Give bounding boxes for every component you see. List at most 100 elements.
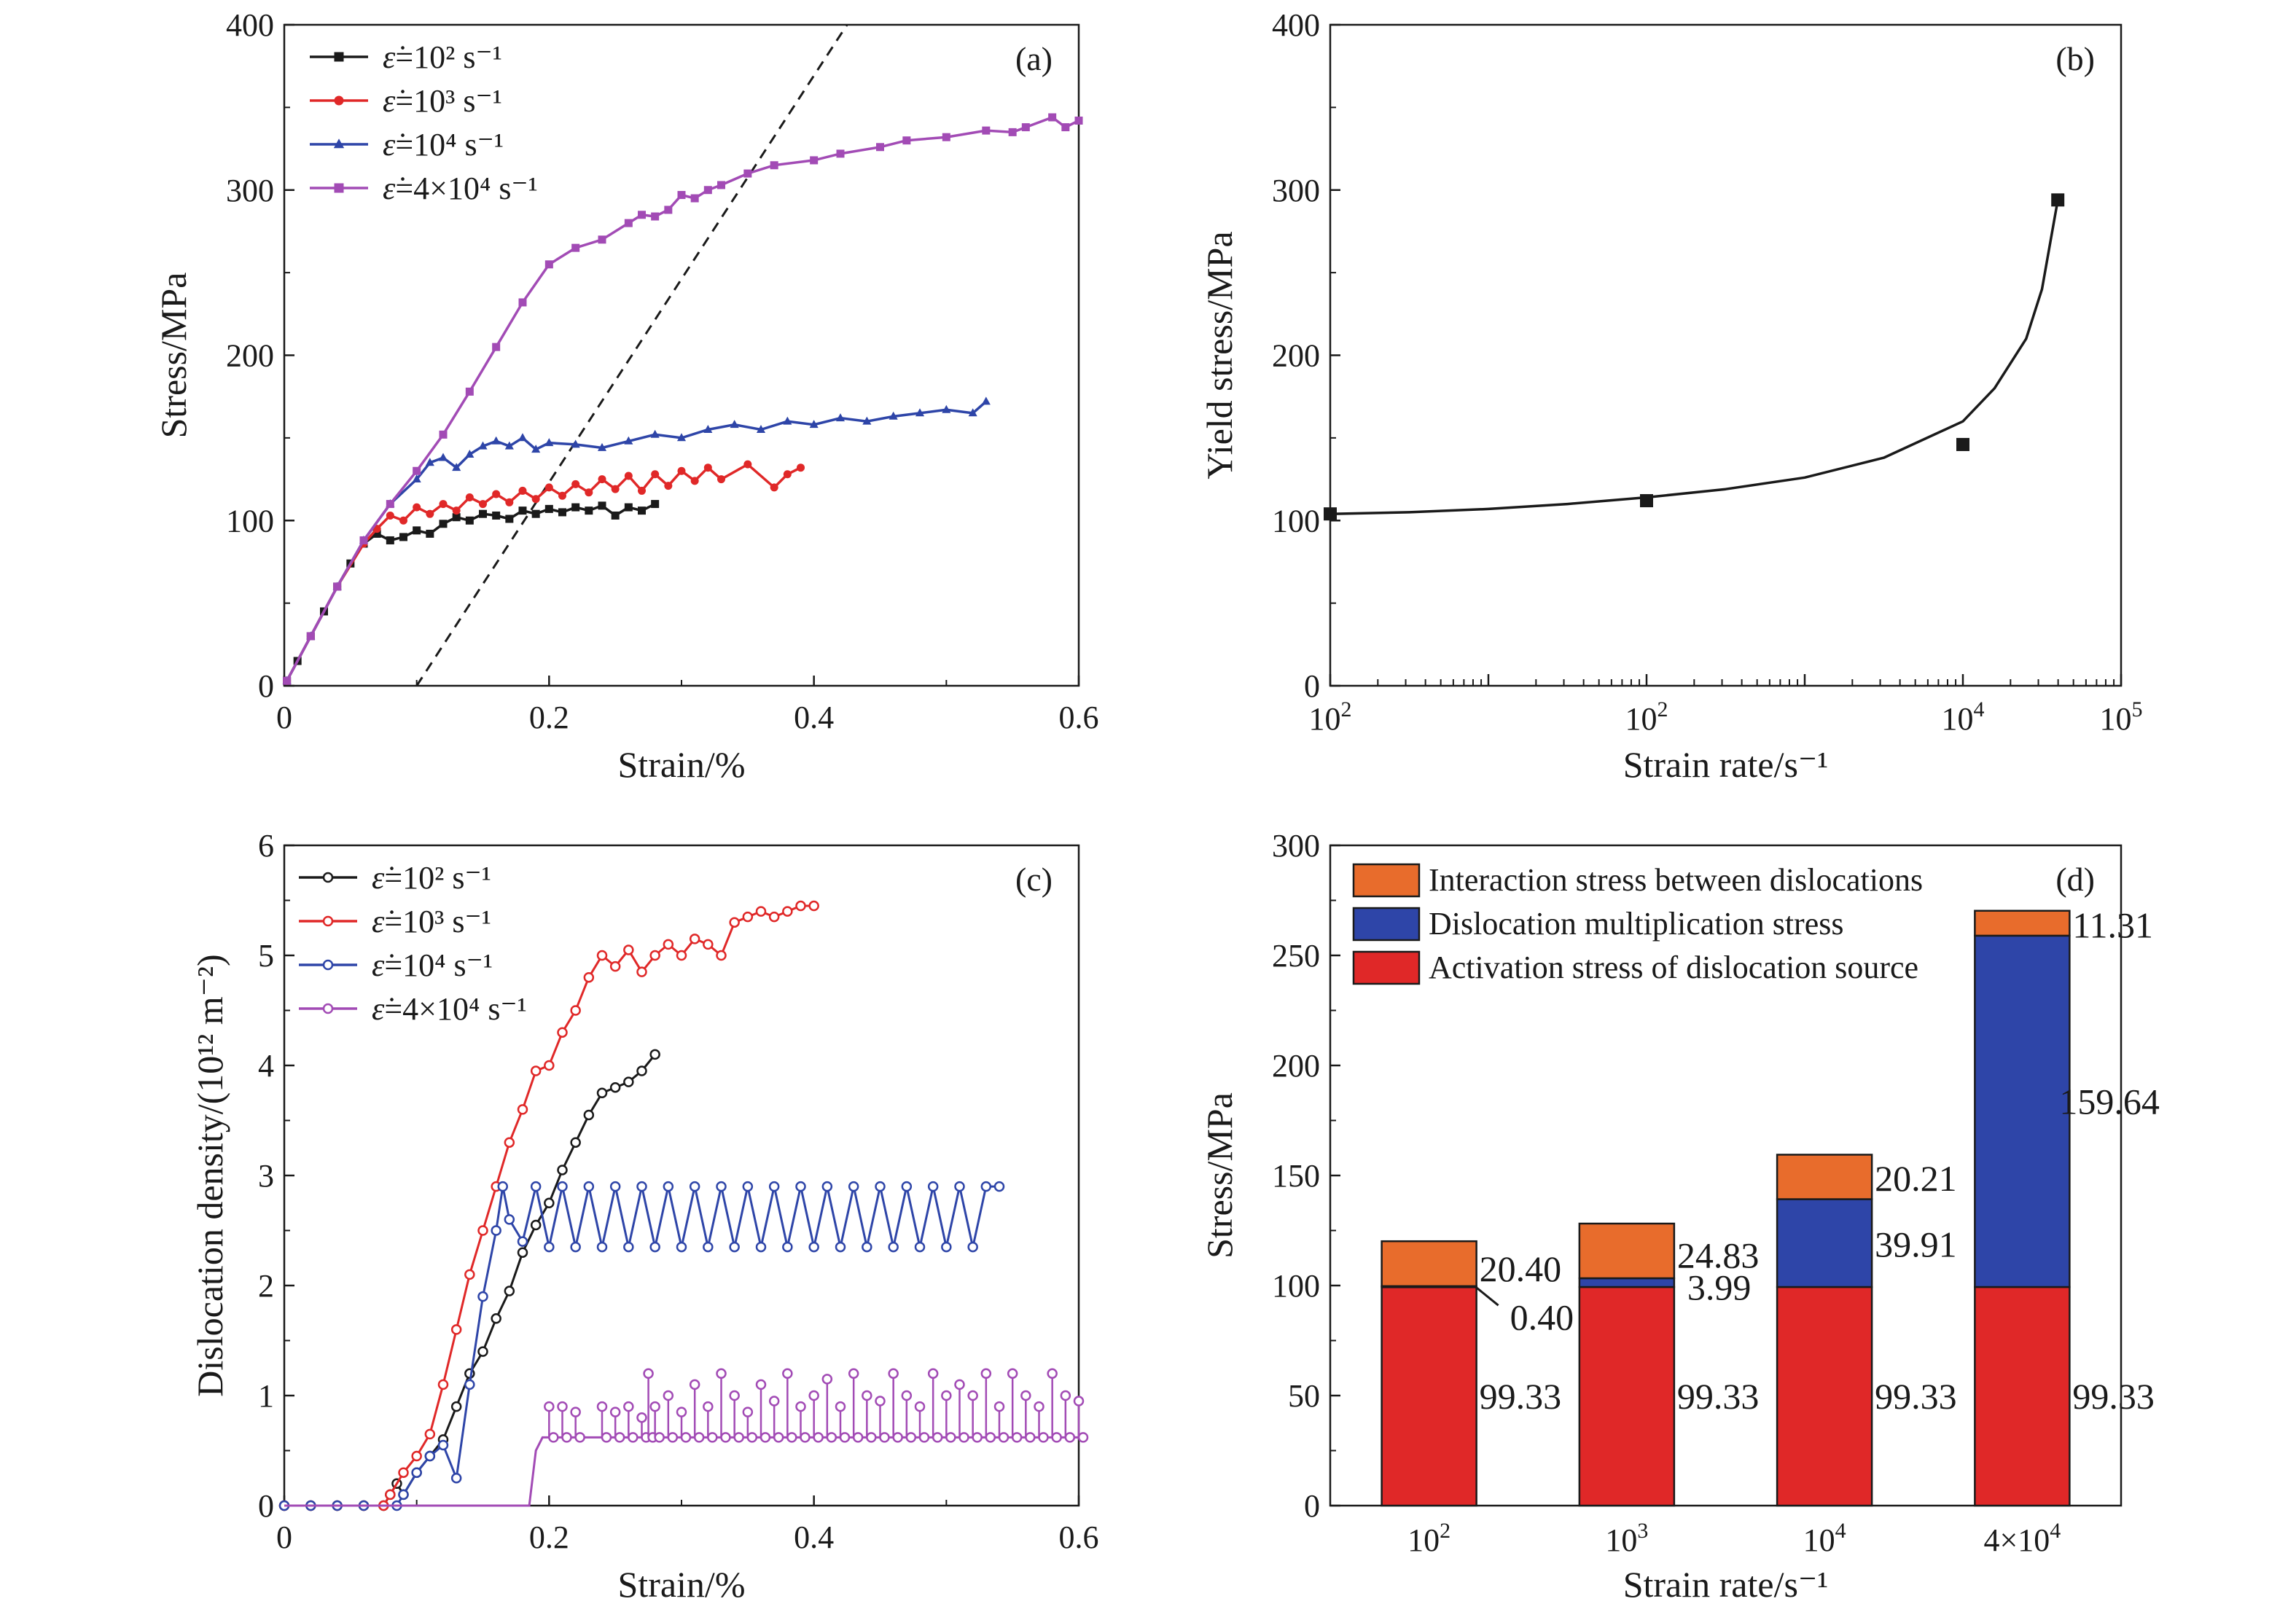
bar-value-label: 3.99 [1687,1267,1752,1308]
data-point [517,1236,528,1247]
data-point [504,1214,515,1225]
bar-value-label: 11.31 [2072,905,2153,946]
bar-segment [1974,1286,2071,1507]
x-tick-label: 0 [276,1519,292,1555]
data-point [743,460,752,469]
data-point [412,474,421,482]
legend-label: ε̇=10² s⁻¹ [372,860,491,896]
x-tick-label: 0.2 [529,700,569,735]
data-point [477,1291,488,1302]
legend-marker [334,95,344,106]
data-point [386,500,394,509]
panel-label: (a) [1015,40,1053,77]
data-point [876,143,884,152]
data-point [518,433,528,442]
data-point [492,511,501,520]
data-point [649,1241,660,1253]
data-point [623,944,634,955]
data-point [623,1401,634,1412]
data-point [518,506,527,515]
data-point [664,482,673,490]
legend-label: Dislocation multiplication stress [1429,906,1844,942]
data-point [557,1027,568,1038]
bar-value-label: 0.40 [1510,1296,1574,1337]
bar-segment [1578,1222,1676,1280]
bar-segment [1381,1240,1477,1288]
data-point [663,939,674,950]
y-tick-label: 400 [1272,7,1320,43]
data-point [981,396,991,405]
data-point [797,463,805,472]
y-tick-label: 150 [1272,1158,1320,1194]
data-point [905,1432,917,1443]
data-point [450,1324,462,1335]
legend-swatch [1352,863,1421,898]
data-point [424,1450,436,1462]
data-point [570,1241,581,1253]
bar-value-label: 99.33 [2072,1376,2155,1417]
y-tick-label: 400 [226,7,274,43]
data-point [306,632,315,641]
bar-segment [1776,1286,1873,1507]
data-point [531,495,540,504]
bar-value-label: 99.33 [1875,1376,1957,1417]
data-point [760,1432,771,1443]
data-point [452,513,461,522]
x-axis-label: Strain/% [618,1564,746,1604]
data-point [810,156,819,165]
legend-label: ε̇=10⁴ s⁻¹ [372,947,493,983]
data-point [773,1432,784,1443]
data-point [491,1225,501,1236]
x-tick-label: 0.6 [1059,700,1099,735]
data-point [623,1241,634,1253]
data-point [835,1401,846,1412]
x-tick-label: 102 [1309,697,1352,737]
data-point [530,1181,542,1192]
legend-marker [334,52,344,62]
x-tick-label: 105 [2100,697,2143,737]
y-tick-label: 50 [1288,1378,1320,1414]
data-point [385,1489,396,1501]
data-point [980,1368,992,1380]
data-point [649,1049,660,1060]
panel-a-stress-strain: 0 100 200 300 400 Stress/MPa Strain/% (a) 0 0.2 0.… [153,7,1099,785]
data-point [628,1432,639,1443]
data-point [638,211,646,219]
data-point [570,1005,581,1016]
legend: ε̇=10² s⁻¹ ε̇=10³ s⁻¹ ε̇=10⁴ s⁻¹ ε̇=4×10⁴ s… [299,860,527,1027]
data-point [649,950,660,961]
legend-label: ε̇=10³ s⁻¹ [383,83,502,119]
data-point [561,1432,572,1443]
data-point [1074,117,1083,125]
data-point [372,529,381,538]
data-point [808,1241,819,1253]
data-point [597,442,607,451]
data-point [437,1439,449,1451]
data-point [413,466,421,475]
bar-value-label: 20.40 [1480,1248,1562,1289]
data-point [636,1412,647,1423]
data-point [609,1181,621,1192]
data-point [972,1432,983,1443]
panel-label: (d) [2055,861,2095,898]
data-point [558,491,566,500]
bar-segment [1578,1277,1676,1288]
data-point [914,1241,926,1253]
y-tick-label: 1 [258,1378,274,1414]
data-point [1061,123,1070,132]
data-point [398,1489,409,1501]
data-point [450,1473,462,1484]
data-point [982,126,991,135]
data-point [1047,1368,1058,1380]
data-point [703,939,714,950]
data-point [795,1181,806,1192]
data-point [689,1379,700,1390]
data-point [1064,1432,1076,1443]
data-point [836,149,845,158]
data-point [544,1060,555,1071]
data-point [676,1241,687,1253]
data-point [413,526,421,535]
y-tick-label: 2 [258,1268,274,1304]
data-point [518,298,527,307]
data-point [835,413,846,422]
